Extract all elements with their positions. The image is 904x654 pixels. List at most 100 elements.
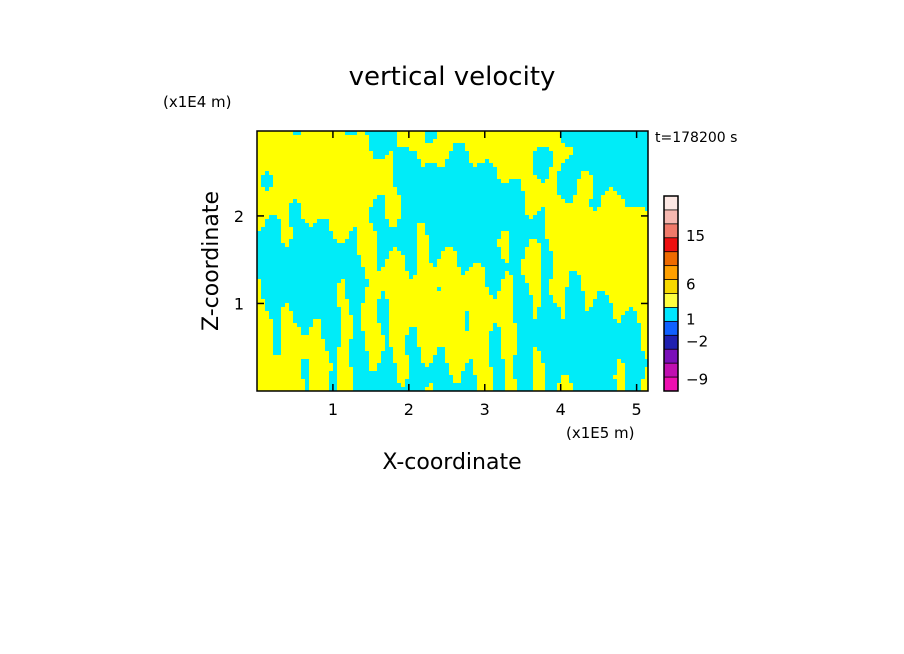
field-cell <box>337 231 342 236</box>
field-cell <box>541 243 546 248</box>
field-cell <box>529 175 534 180</box>
field-cell <box>457 303 462 308</box>
field-cell <box>273 187 278 192</box>
field-cell <box>593 283 598 288</box>
field-cell <box>361 327 366 332</box>
field-cell <box>521 139 526 144</box>
field-cell <box>309 135 314 140</box>
field-cell <box>265 159 270 164</box>
field-cell <box>409 279 414 284</box>
field-cell <box>529 163 534 168</box>
field-cell <box>321 287 326 292</box>
field-cell <box>321 255 326 260</box>
field-cell <box>445 131 450 136</box>
field-cell <box>481 327 486 332</box>
field-cell <box>293 191 298 196</box>
field-cell <box>261 319 266 324</box>
field-cell <box>529 167 534 172</box>
field-cell <box>625 307 630 312</box>
field-cell <box>549 275 554 280</box>
field-cell <box>517 171 522 176</box>
field-cell <box>545 175 550 180</box>
field-cell <box>345 303 350 308</box>
field-cell <box>493 219 498 224</box>
field-cell <box>305 207 310 212</box>
field-cell <box>321 319 326 324</box>
field-cell <box>269 131 274 136</box>
field-cell <box>405 175 410 180</box>
field-cell <box>573 131 578 136</box>
field-cell <box>493 155 498 160</box>
field-cell <box>321 279 326 284</box>
field-cell <box>361 207 366 212</box>
field-cell <box>493 215 498 220</box>
field-cell <box>377 203 382 208</box>
field-cell <box>633 147 638 152</box>
field-cell <box>453 211 458 216</box>
field-cell <box>329 303 334 308</box>
field-cell <box>541 331 546 336</box>
field-cell <box>441 151 446 156</box>
field-cell <box>389 215 394 220</box>
field-cell <box>601 179 606 184</box>
field-cell <box>317 139 322 144</box>
field-cell <box>333 271 338 276</box>
field-cell <box>469 259 474 264</box>
field-cell <box>341 223 346 228</box>
field-cell <box>269 219 274 224</box>
field-cell <box>589 327 594 332</box>
field-cell <box>281 179 286 184</box>
field-cell <box>553 131 558 136</box>
field-cell <box>573 219 578 224</box>
field-cell <box>301 203 306 208</box>
field-cell <box>509 295 514 300</box>
field-cell <box>577 275 582 280</box>
field-cell <box>441 319 446 324</box>
field-cell <box>297 187 302 192</box>
field-cell <box>645 203 648 208</box>
field-cell <box>337 331 342 336</box>
field-cell <box>537 223 542 228</box>
field-cell <box>573 135 578 140</box>
field-cell <box>301 271 306 276</box>
field-cell <box>417 183 422 188</box>
field-cell <box>605 187 610 192</box>
field-cell <box>401 191 406 196</box>
field-cell <box>469 271 474 276</box>
field-cell <box>437 131 442 136</box>
field-cell <box>525 251 530 256</box>
field-cell <box>373 255 378 260</box>
field-cell <box>425 311 430 316</box>
field-cell <box>393 191 398 196</box>
field-cell <box>605 271 610 276</box>
field-cell <box>453 223 458 228</box>
field-cell <box>357 183 362 188</box>
field-cell <box>433 223 438 228</box>
field-cell <box>517 323 522 328</box>
field-cell <box>481 211 486 216</box>
field-cell <box>405 155 410 160</box>
field-cell <box>425 187 430 192</box>
field-cell <box>597 295 602 300</box>
field-cell <box>333 307 338 312</box>
field-cell <box>445 175 450 180</box>
field-cell <box>641 295 646 300</box>
field-cell <box>585 271 590 276</box>
field-cell <box>289 175 294 180</box>
field-cell <box>293 275 298 280</box>
field-cell <box>469 247 474 252</box>
field-cell <box>565 247 570 252</box>
field-cell <box>545 315 550 320</box>
field-cell <box>557 243 562 248</box>
field-cell <box>441 155 446 160</box>
field-cell <box>509 215 514 220</box>
field-cell <box>461 263 466 268</box>
field-cell <box>437 299 442 304</box>
field-cell <box>465 147 470 152</box>
field-cell <box>577 259 582 264</box>
field-cell <box>581 263 586 268</box>
field-cell <box>365 175 370 180</box>
field-cell <box>297 323 302 328</box>
field-cell <box>265 291 270 296</box>
field-cell <box>613 199 618 204</box>
